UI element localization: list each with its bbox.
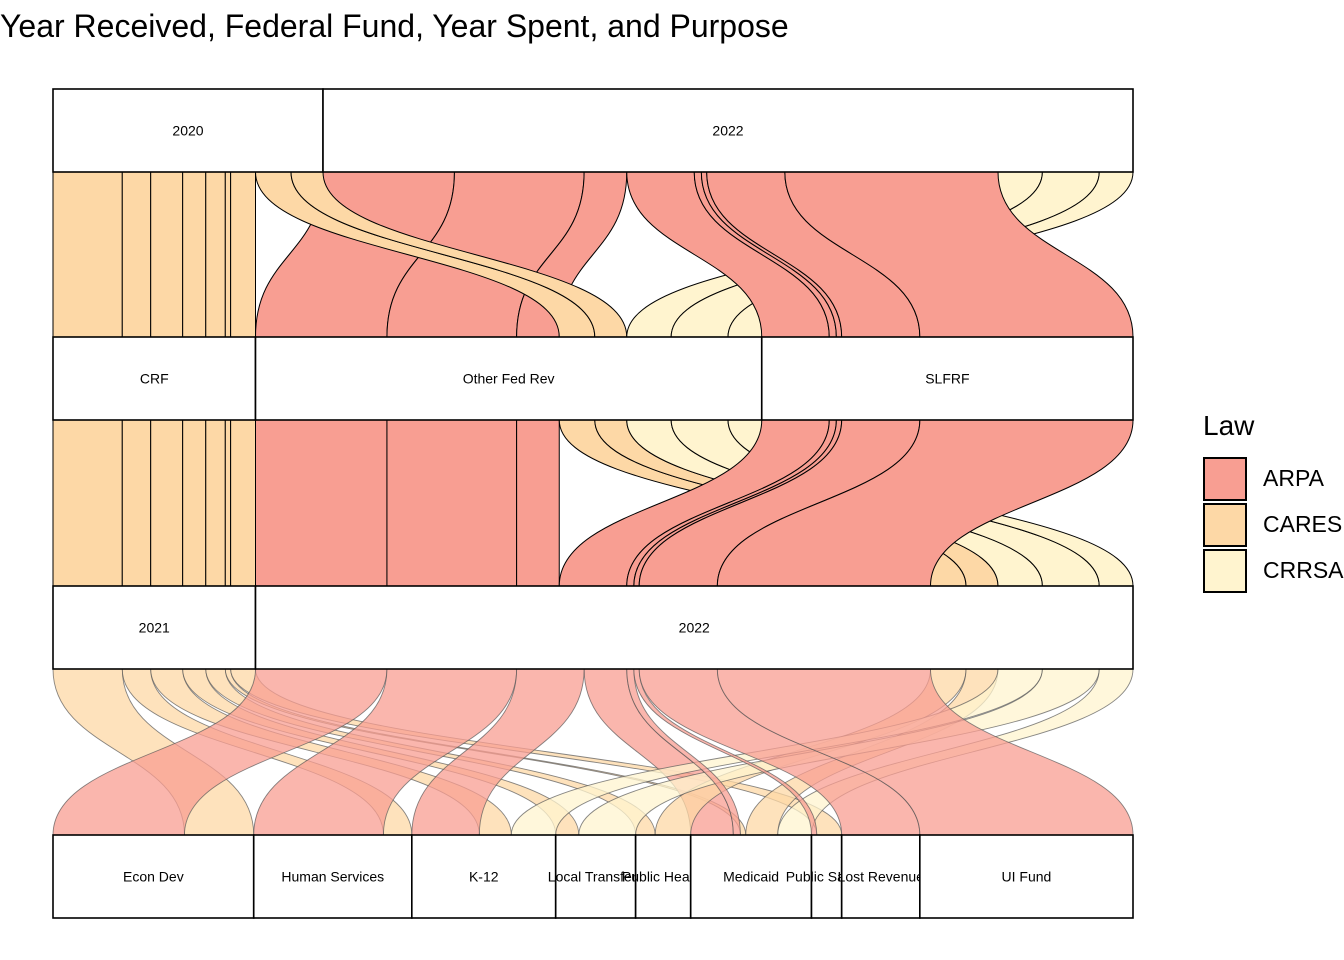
stratum-label-3-k-12: K-12 xyxy=(469,869,499,885)
stratum-label-0-2020: 2020 xyxy=(172,123,203,139)
flow-0-cares-crf-medicaid xyxy=(224,171,232,338)
flow-1-cares-crf-local-transfers xyxy=(182,419,207,587)
strata-layer: 2020 2022 CRF Other Fed Rev SLFRF 2021 2022 Eco… xyxy=(52,88,1134,919)
stratum-label-3-public-health: Public Health xyxy=(622,869,705,885)
legend-item-cares: CARES xyxy=(1203,503,1344,547)
stratum-label-2-2022: 2022 xyxy=(679,620,710,636)
legend-label-arpa: ARPA xyxy=(1263,465,1324,491)
legend-item-arpa: ARPA xyxy=(1203,457,1344,501)
flow-1-cares-crf-human-services xyxy=(121,419,152,587)
stratum-label-3-local-transfers: Local Transfers xyxy=(548,869,644,885)
stratum-label-1-other-fed-rev: Other Fed Rev xyxy=(463,371,555,387)
stratum-3-k-12 xyxy=(411,834,557,919)
stratum-3-local-transfers xyxy=(554,834,637,919)
flow-1-cares-crf-public-health xyxy=(205,419,226,587)
stratum-label-3-lost-revenue: Lost Revenue xyxy=(838,869,925,885)
flows-layer xyxy=(52,171,1134,836)
stratum-1-crf xyxy=(52,336,257,421)
stratum-1-other-fed-rev xyxy=(254,336,763,421)
flow-0-cares-crf-public-health xyxy=(205,171,226,338)
legend-key-arpa xyxy=(1203,457,1247,501)
legend-item-crrsa: CRRSA xyxy=(1203,549,1344,593)
stratum-label-3-econ-dev: Econ Dev xyxy=(123,869,184,885)
stratum-label-0-2022: 2022 xyxy=(712,123,743,139)
stratum-label-2-2021: 2021 xyxy=(139,620,170,636)
stratum-3-ui-fund xyxy=(919,834,1134,919)
stratum-1-slfrf xyxy=(760,336,1134,421)
stratum-label-1-slfrf: SLFRF xyxy=(925,371,969,387)
chart-title: Year Received, Federal Fund, Year Spent,… xyxy=(0,8,789,44)
stratum-0-2022 xyxy=(322,88,1134,173)
flow-1-cares-crf-public-safety xyxy=(230,419,256,587)
stratum-label-1-crf: CRF xyxy=(140,371,169,387)
flow-0-cares-crf-public-safety xyxy=(230,171,256,338)
stratum-label-3-human-services: Human Services xyxy=(281,869,384,885)
flow-1-arpa-other-fed-rev-human-services xyxy=(386,419,518,587)
stratum-label-3-ui-fund: UI Fund xyxy=(1002,869,1052,885)
stratum-label-3-medicaid: Medicaid xyxy=(723,869,779,885)
flow-0-cares-crf-k-12 xyxy=(150,171,184,338)
flow-1-cares-crf-econ-dev xyxy=(52,419,123,587)
flow-0-cares-crf-econ-dev xyxy=(52,171,123,338)
flow-0-cares-crf-local-transfers xyxy=(182,171,207,338)
legend-key-cares xyxy=(1203,503,1247,547)
flow-1-cares-crf-medicaid xyxy=(224,419,232,587)
legend-label-crrsa: CRRSA xyxy=(1263,557,1344,583)
legend-label-cares: CARES xyxy=(1263,511,1343,537)
stratum-3-econ-dev xyxy=(52,834,255,919)
stratum-3-medicaid xyxy=(689,834,813,919)
flow-1-arpa-other-fed-rev-medicaid xyxy=(516,419,560,587)
flow-1-cares-crf-k-12 xyxy=(150,419,184,587)
legend-key-crrsa xyxy=(1203,549,1247,593)
stratum-2-2022 xyxy=(254,585,1134,670)
flow-0-cares-crf-human-services xyxy=(121,171,152,338)
legend-title: Law xyxy=(1203,410,1255,441)
flow-1-arpa-other-fed-rev-econ-dev xyxy=(254,419,388,587)
